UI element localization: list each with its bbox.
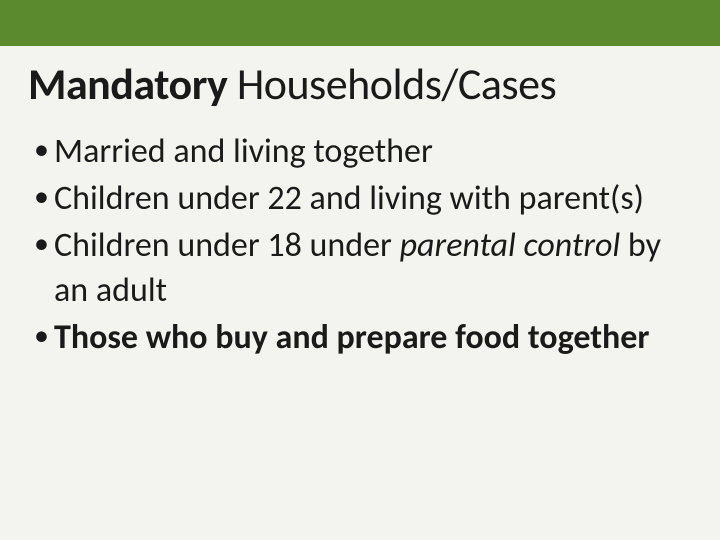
title-bold-part: Mandatory	[28, 57, 227, 111]
slide-content: Mandatory Households/Cases Married and l…	[0, 46, 720, 361]
bullet-text-segment: Children under 18 under	[54, 225, 400, 266]
bullet-text-segment: Those who buy and prepare food together	[54, 317, 649, 358]
bullet-text-segment: Married and living together	[54, 131, 433, 172]
bullet-list: Married and living together Children unde…	[28, 130, 692, 360]
bullet-item: Married and living together	[34, 130, 692, 175]
bullet-item: Children under 18 under parental control…	[34, 224, 692, 314]
bullet-item: Children under 22 and living with parent…	[34, 177, 692, 222]
bullet-item: Those who buy and prepare food together	[34, 316, 692, 361]
bullet-text-segment: Children under 22 and living with parent…	[54, 178, 644, 219]
title-rest-part: Households/Cases	[227, 57, 556, 111]
slide-title: Mandatory Households/Cases	[28, 60, 692, 108]
top-accent-bar	[0, 0, 720, 46]
bullet-text-segment: parental control	[400, 225, 621, 266]
